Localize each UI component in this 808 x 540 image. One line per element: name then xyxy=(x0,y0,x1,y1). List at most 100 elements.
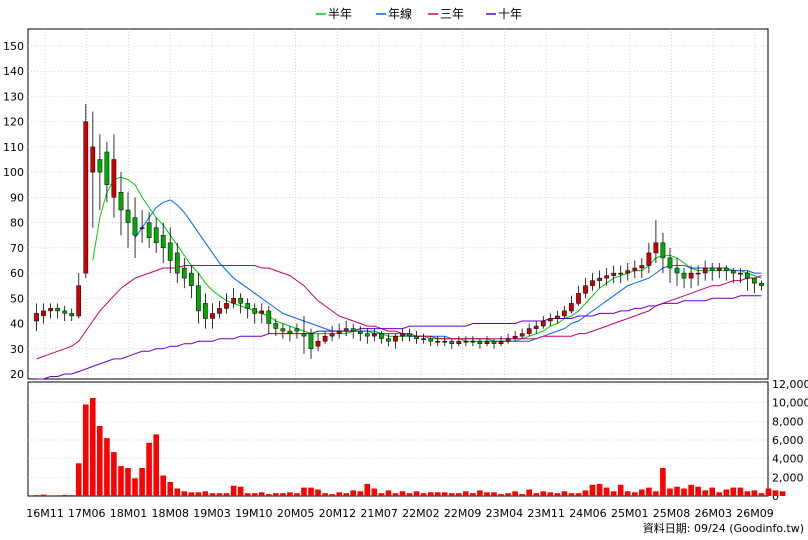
candle xyxy=(435,336,441,347)
volume-bar xyxy=(132,478,138,496)
candle-body xyxy=(364,333,370,337)
candle xyxy=(160,222,166,263)
price-tick-label: 120 xyxy=(3,116,24,129)
x-tick-label: 22M02 xyxy=(402,507,440,520)
candle xyxy=(400,328,405,342)
candle-body xyxy=(132,217,138,236)
ma-line xyxy=(134,199,762,342)
candle-body xyxy=(231,298,236,304)
volume-bar xyxy=(181,491,188,496)
candle xyxy=(555,310,560,324)
volume-bar xyxy=(533,493,539,496)
volume-bar xyxy=(639,489,645,496)
candle-body xyxy=(322,335,328,342)
candle-body xyxy=(273,323,279,329)
volume-bar xyxy=(294,493,300,496)
volume-bar xyxy=(153,434,159,496)
volume-bar xyxy=(167,482,173,496)
candle xyxy=(470,336,476,347)
volume-bar xyxy=(575,493,582,496)
candle-body xyxy=(519,333,525,337)
candle-body xyxy=(189,272,194,286)
candle-body xyxy=(590,280,595,286)
candle xyxy=(379,331,384,344)
candle-body xyxy=(597,277,602,281)
candle xyxy=(611,265,617,284)
volume-bar xyxy=(737,487,744,496)
candle xyxy=(653,220,659,263)
candle xyxy=(449,338,455,349)
volume-bar xyxy=(554,493,561,496)
candle xyxy=(90,111,96,228)
candle-body xyxy=(196,285,201,312)
candle xyxy=(146,212,152,248)
volume-bar xyxy=(413,491,420,496)
x-tick-label: 19M03 xyxy=(193,507,231,520)
volume-bar xyxy=(688,484,694,496)
legend-label: 三年 xyxy=(440,7,464,21)
volume-bar xyxy=(97,426,103,496)
x-tick-label: 23M04 xyxy=(486,507,524,520)
ma-line xyxy=(36,295,762,380)
volume-bar xyxy=(301,487,307,496)
volume-bar xyxy=(251,493,258,496)
volume-bar xyxy=(610,491,617,496)
volume-bar xyxy=(350,490,356,496)
price-tick-label: 80 xyxy=(10,217,24,230)
candle xyxy=(294,323,300,339)
volume-bar xyxy=(230,485,237,496)
candle xyxy=(153,217,159,253)
volume-bar xyxy=(512,491,518,496)
candle xyxy=(125,192,131,248)
x-tick-label: 26M03 xyxy=(694,507,732,520)
candle xyxy=(583,278,588,299)
volume-bar xyxy=(484,492,490,496)
candle xyxy=(301,315,307,354)
volume-bar xyxy=(716,492,722,496)
candle-body xyxy=(76,285,82,317)
volume-bar xyxy=(505,493,511,496)
candle-body xyxy=(287,330,293,334)
candle xyxy=(245,298,251,319)
candle xyxy=(695,265,701,286)
volume-bar xyxy=(160,475,166,496)
volume-bar xyxy=(315,489,321,496)
volume-bar xyxy=(273,493,279,496)
candle-body xyxy=(738,272,743,275)
candle-body xyxy=(224,303,229,309)
volume-bar xyxy=(378,493,385,496)
x-tick-label: 18M01 xyxy=(110,507,148,520)
candle xyxy=(336,323,342,339)
candle-body xyxy=(695,272,701,275)
candle-body xyxy=(118,192,124,211)
x-tick-label: 21M07 xyxy=(360,507,398,520)
legend-label: 年線 xyxy=(388,6,412,21)
candle-body xyxy=(477,340,483,344)
candle xyxy=(48,303,53,319)
candle xyxy=(625,262,631,281)
volume-bar xyxy=(709,487,715,496)
candle xyxy=(55,303,60,319)
candle-body xyxy=(674,267,680,274)
candle xyxy=(357,326,363,342)
candle xyxy=(329,326,335,342)
candle xyxy=(428,336,434,347)
candle xyxy=(203,293,208,329)
candle xyxy=(364,328,370,344)
candle xyxy=(681,268,687,289)
volume-bar xyxy=(561,491,568,496)
volume-bar xyxy=(399,491,406,496)
candle xyxy=(590,273,595,291)
volume-bar xyxy=(54,495,61,496)
volume-bar xyxy=(744,491,751,496)
candle xyxy=(259,303,265,324)
candle xyxy=(738,268,743,284)
volume-tick-label: 6,000 xyxy=(772,434,804,447)
candle-body xyxy=(174,252,180,274)
price-tick-label: 130 xyxy=(3,90,24,103)
volume-bar xyxy=(216,493,223,496)
x-tick-label: 23M11 xyxy=(527,507,565,520)
candle-body xyxy=(470,340,476,343)
volume-bar xyxy=(589,484,596,496)
candle-body xyxy=(667,257,673,269)
